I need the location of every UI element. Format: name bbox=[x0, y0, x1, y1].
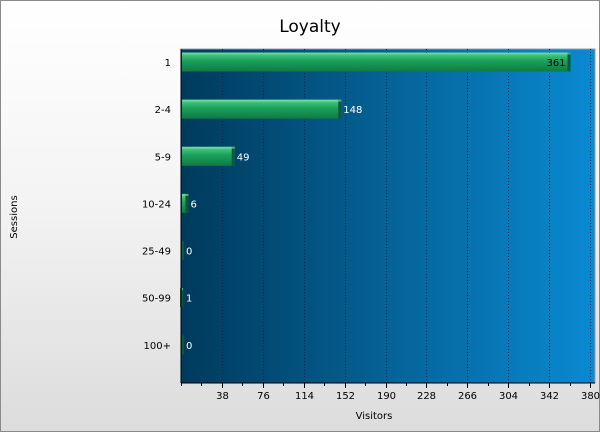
bar-highlight bbox=[182, 194, 188, 196]
bar-value-label: 148 bbox=[343, 105, 362, 116]
y-tick-label: 25-49 bbox=[142, 247, 171, 258]
bar-value-label: 0 bbox=[186, 247, 192, 258]
x-tick-label: 380 bbox=[581, 391, 600, 402]
bar-value-label: 0 bbox=[186, 341, 192, 352]
bar-end-shadow bbox=[232, 147, 235, 166]
bar-highlight bbox=[182, 288, 183, 290]
x-tick-label: 190 bbox=[377, 391, 396, 402]
bar-1: 361 bbox=[182, 53, 571, 72]
bar-rect bbox=[182, 147, 235, 166]
x-tick-label: 38 bbox=[216, 391, 229, 402]
y-tick-label: 5-9 bbox=[155, 152, 171, 163]
x-axis-ticks: 38 76 114 152 190 228 266 304 342 380 bbox=[182, 383, 600, 402]
y-tick-label: 10-24 bbox=[142, 199, 171, 210]
category-labels: 1 2-4 5-9 10-24 25-49 50-99 100+ bbox=[142, 58, 171, 352]
bar-value-label: 6 bbox=[190, 199, 196, 210]
y-tick-label: 2-4 bbox=[155, 105, 171, 116]
x-tick-label: 266 bbox=[458, 391, 477, 402]
plot-area bbox=[181, 49, 595, 383]
x-tick-label: 76 bbox=[257, 391, 270, 402]
y-tick-label: 100+ bbox=[144, 341, 171, 352]
bar-end-shadow bbox=[338, 100, 341, 119]
y-tick-label: 50-99 bbox=[142, 294, 171, 305]
x-tick-label: 304 bbox=[499, 391, 518, 402]
y-tick-label: 1 bbox=[165, 58, 171, 69]
x-axis-label: Visitors bbox=[356, 411, 393, 422]
bar-highlight bbox=[182, 147, 235, 149]
bar-highlight bbox=[182, 53, 571, 55]
bar-value-label: 49 bbox=[237, 152, 250, 163]
x-tick-label: 152 bbox=[336, 391, 355, 402]
bar-highlight bbox=[182, 100, 341, 102]
bar-rect bbox=[182, 100, 341, 119]
bar-rect bbox=[182, 335, 184, 354]
bar-end-shadow bbox=[568, 53, 571, 72]
bar-value-label: 1 bbox=[186, 294, 192, 305]
bar-rect bbox=[182, 241, 184, 260]
x-tick-label: 342 bbox=[540, 391, 559, 402]
bar-end-shadow bbox=[185, 194, 188, 213]
chart-title: Loyalty bbox=[279, 17, 341, 37]
bar-rect bbox=[182, 53, 571, 72]
bar-value-label: 361 bbox=[546, 58, 565, 69]
y-axis-label: Sessions bbox=[9, 195, 20, 238]
x-tick-label: 228 bbox=[417, 391, 436, 402]
bar-2-4: 148 bbox=[182, 100, 362, 119]
x-tick-label: 114 bbox=[295, 391, 314, 402]
